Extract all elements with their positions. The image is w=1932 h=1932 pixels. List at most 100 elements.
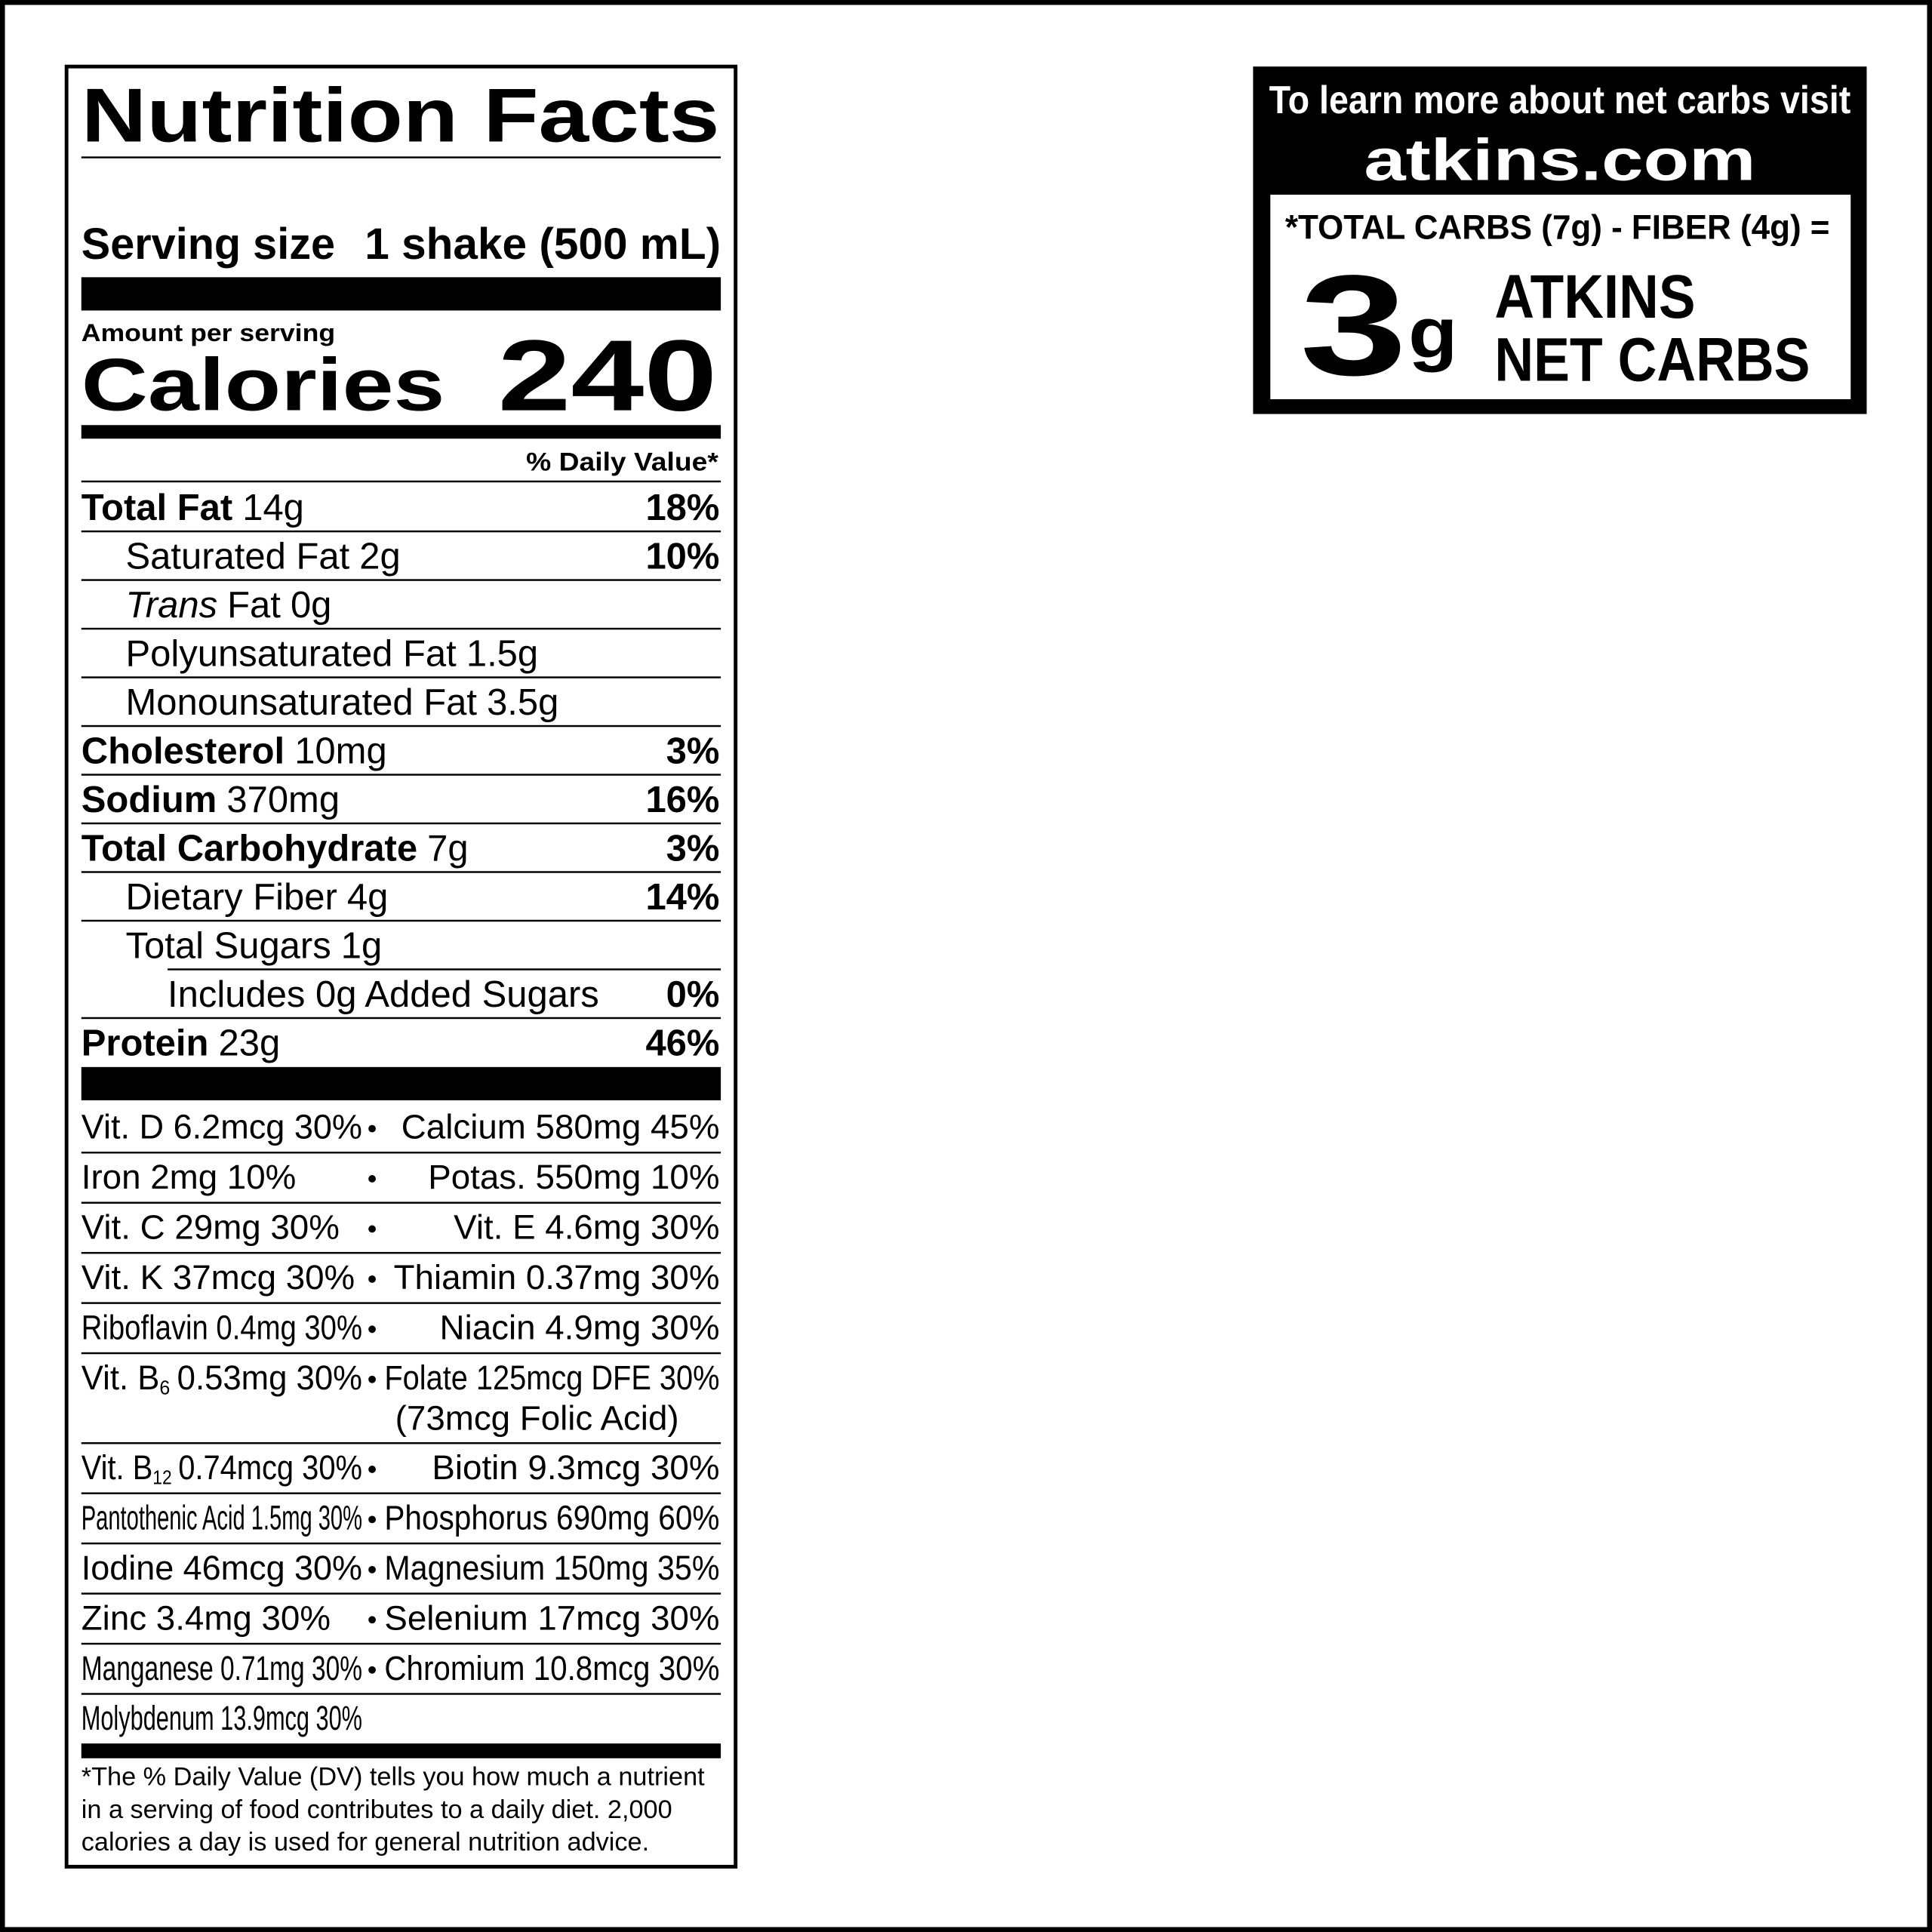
nutrient-name: Dietary Fiber <box>126 877 337 918</box>
vitamin-subscript: 6 <box>159 1376 170 1398</box>
nutrient-row: Cholesterol 10mg <box>82 731 387 771</box>
vitamin-left: Iodine 46mcg 30% <box>82 1549 362 1587</box>
nutrient-name: Cholesterol <box>82 731 285 771</box>
amount-per-serving: Amount per serving <box>82 318 335 346</box>
nutrient-row: Total Carbohydrate 7g <box>82 828 469 869</box>
net-carbs-line2: NET CARBS <box>1494 325 1810 394</box>
nutrient-dv: 16% <box>645 780 719 820</box>
facts-border <box>64 64 738 1869</box>
nutrient-name: Protein <box>82 1023 209 1063</box>
vitamin-left: Vit. B6 0.53mg 30% <box>82 1358 362 1399</box>
bullet <box>368 1466 376 1473</box>
website: atkins.com <box>1364 126 1755 192</box>
vitamin-right: Niacin 4.9mg 30% <box>440 1308 720 1346</box>
vitamin-left: Vit. D 6.2mcg 30% <box>82 1108 362 1146</box>
vitamin-right: Vit. E 4.6mg 30% <box>454 1208 719 1246</box>
net-carbs-unit: g <box>1408 293 1457 373</box>
nutrient-name: Sodium <box>82 780 217 820</box>
rule <box>168 968 721 971</box>
bullet <box>368 1175 376 1183</box>
nutrient-row: Total Fat 14g <box>82 488 304 528</box>
vitamin-subscript: 12 <box>152 1466 171 1489</box>
vitamin-right: Selenium 17mcg 30% <box>384 1598 719 1637</box>
vitamin-right: Folate 125mcg DFE 30% <box>384 1358 719 1397</box>
nutrient-amount: 370mg <box>226 780 340 820</box>
thick-bar <box>81 277 721 311</box>
rule <box>81 1642 721 1645</box>
rule <box>81 156 721 158</box>
nutrient-row: Sodium 370mg <box>82 780 340 820</box>
nutrient-dv: 18% <box>645 488 719 528</box>
calories-value: 240 <box>498 320 718 432</box>
vitamin-left: Vit. K 37mcg 30% <box>82 1258 355 1297</box>
vitamin-right-cont: (73mcg Folic Acid) <box>395 1399 679 1438</box>
nutrient-row: Saturated Fat 2g <box>126 536 401 577</box>
bullet <box>368 1124 376 1133</box>
rule <box>81 480 721 483</box>
footnote-line: in a serving of food contributes to a da… <box>82 1795 672 1824</box>
net-carbs-formula: *TOTAL CARBS (7g) - FIBER (4g) = <box>1285 208 1830 247</box>
rule <box>81 1492 721 1494</box>
rule <box>81 579 721 581</box>
nutrient-amount: 1g <box>341 925 382 966</box>
nutrient-row: Polyunsaturated Fat 1.5g <box>126 633 539 674</box>
rule <box>81 1251 721 1254</box>
rule <box>81 1542 721 1545</box>
bullet <box>368 1666 376 1674</box>
serving-label: Serving size <box>82 220 335 269</box>
vitamin-left: Riboflavin 0.4mg 30% <box>82 1308 362 1346</box>
nutrient-amount: 0g <box>291 585 331 626</box>
vitamin-left: Manganese 0.71mg 30% <box>82 1649 362 1687</box>
rule <box>81 676 721 678</box>
nutrient-amount: 10mg <box>294 731 386 771</box>
nutrient-row: Monounsaturated Fat 3.5g <box>126 682 559 723</box>
vitamin-amount: 0.53mg 30% <box>177 1358 362 1397</box>
bullet <box>368 1375 376 1383</box>
rule <box>81 530 721 533</box>
vitamin-left: Iron 2mg 10% <box>82 1158 297 1196</box>
nutrient-name: Total Fat <box>82 488 232 528</box>
vitamin-left: Molybdenum 13.9mcg 30% <box>82 1699 362 1737</box>
vitamin-left: Pantothenic Acid 1.5mg 30% <box>82 1498 362 1537</box>
nutrient-dv: 46% <box>645 1023 719 1063</box>
nutrient-name-italic: Trans <box>126 585 218 626</box>
nutrient-name: Monounsaturated Fat <box>126 682 478 723</box>
footnote-line: *The % Daily Value (DV) tells you how mu… <box>82 1763 705 1792</box>
rule <box>81 1442 721 1444</box>
net-carbs-intro: To learn more about net carbs visit <box>1269 78 1851 122</box>
vitamin-name: Vit. B <box>82 1448 153 1487</box>
nutrient-row: Includes 0g Added Sugars <box>168 974 599 1015</box>
vitamin-left: Zinc 3.4mg 30% <box>82 1598 331 1637</box>
vitamin-right: Biotin 9.3mcg 30% <box>432 1448 719 1487</box>
rule <box>81 1352 721 1355</box>
nutrient-row: Total Sugars 1g <box>126 925 383 966</box>
calories-label: Calories <box>82 343 445 426</box>
rule <box>81 822 721 825</box>
bullet <box>368 1275 376 1283</box>
bullet <box>368 1565 376 1574</box>
medium-bar <box>81 1743 721 1758</box>
vitamin-name: Vit. B <box>82 1358 160 1397</box>
rule <box>81 1201 721 1204</box>
nutrient-amount: 14g <box>242 488 304 528</box>
bullet <box>368 1325 376 1334</box>
nutrient-name: Total Sugars <box>126 925 331 966</box>
nutrient-amount: 2g <box>359 536 400 577</box>
footnote-line: calories a day is used for general nutri… <box>82 1828 649 1857</box>
vitamin-right: Phosphorus 690mg 60% <box>384 1498 719 1537</box>
rule <box>81 919 721 922</box>
medium-bar <box>81 425 721 439</box>
net-carbs-line1: ATKINS <box>1494 263 1695 331</box>
nutrient-dv: 14% <box>645 877 719 918</box>
rule <box>81 1693 721 1695</box>
bullet <box>368 1515 376 1524</box>
net-carbs-amount: 3 <box>1300 246 1407 405</box>
nutrient-name: Includes 0g Added Sugars <box>168 974 599 1015</box>
vitamin-left: Vit. B12 0.74mcg 30% <box>82 1448 362 1489</box>
vitamin-left: Vit. C 29mg 30% <box>82 1208 340 1246</box>
vitamin-amount: 0.74mcg 30% <box>178 1448 362 1487</box>
nutrient-dv: 0% <box>666 974 720 1015</box>
nutrient-row: Dietary Fiber 4g <box>126 877 389 918</box>
